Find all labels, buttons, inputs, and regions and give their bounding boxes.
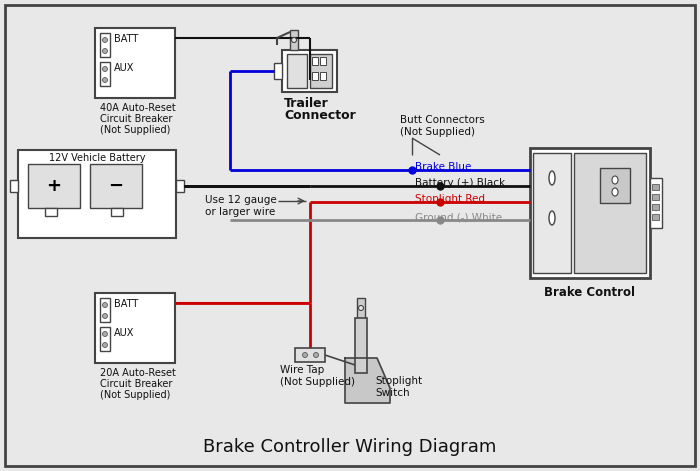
Bar — [18, 150, 176, 238]
Text: Stoplight Red: Stoplight Red — [415, 194, 485, 204]
Text: +: + — [46, 177, 62, 195]
Bar — [176, 180, 184, 192]
Bar — [95, 28, 175, 98]
Bar — [95, 293, 175, 363]
Ellipse shape — [291, 38, 297, 42]
Bar — [100, 33, 110, 57]
Bar — [600, 168, 630, 203]
Ellipse shape — [102, 66, 108, 72]
Bar — [100, 62, 110, 86]
Bar — [357, 298, 365, 320]
Text: or larger wire: or larger wire — [205, 207, 275, 217]
Text: Butt Connectors: Butt Connectors — [400, 115, 484, 125]
Text: Wire Tap: Wire Tap — [280, 365, 324, 375]
Bar — [652, 214, 659, 220]
Bar — [100, 298, 110, 322]
Ellipse shape — [102, 78, 108, 82]
Text: Brake Blue: Brake Blue — [415, 162, 471, 172]
Bar — [45, 208, 57, 216]
Bar — [650, 178, 662, 228]
Bar — [574, 153, 646, 273]
Bar — [295, 348, 325, 362]
Bar — [28, 164, 80, 208]
Bar — [310, 54, 332, 88]
Bar — [287, 54, 307, 88]
Ellipse shape — [102, 302, 108, 308]
Text: (Not Supplied): (Not Supplied) — [280, 377, 355, 387]
Text: Battery (+) Black: Battery (+) Black — [415, 178, 505, 188]
Text: (Not Supplied): (Not Supplied) — [100, 125, 170, 135]
Ellipse shape — [612, 188, 618, 196]
Ellipse shape — [102, 342, 108, 348]
Bar — [282, 50, 337, 92]
Text: BATT: BATT — [114, 299, 139, 309]
Text: 20A Auto-Reset: 20A Auto-Reset — [100, 368, 176, 378]
Bar — [530, 148, 650, 278]
Text: Stoplight: Stoplight — [375, 376, 422, 386]
Text: AUX: AUX — [114, 63, 134, 73]
Bar — [355, 318, 367, 373]
Text: (Not Supplied): (Not Supplied) — [400, 127, 475, 137]
Bar — [290, 30, 298, 50]
Bar — [533, 153, 571, 273]
Bar — [100, 327, 110, 351]
Text: −: − — [108, 177, 124, 195]
Text: Use 12 gauge: Use 12 gauge — [205, 195, 276, 205]
Ellipse shape — [612, 176, 618, 184]
Text: 40A Auto-Reset: 40A Auto-Reset — [100, 103, 176, 113]
Text: Switch: Switch — [375, 388, 410, 398]
Bar — [312, 57, 318, 65]
Ellipse shape — [302, 352, 307, 357]
Ellipse shape — [102, 49, 108, 54]
Text: Connector: Connector — [284, 109, 356, 122]
Ellipse shape — [102, 332, 108, 336]
Bar — [111, 208, 123, 216]
Text: Circuit Breaker: Circuit Breaker — [100, 114, 172, 124]
Bar — [320, 72, 326, 80]
Text: Circuit Breaker: Circuit Breaker — [100, 379, 172, 389]
Ellipse shape — [314, 352, 318, 357]
Text: (Not Supplied): (Not Supplied) — [100, 390, 170, 400]
Ellipse shape — [549, 171, 555, 185]
Text: AUX: AUX — [114, 328, 134, 338]
Bar — [90, 164, 142, 208]
Text: BATT: BATT — [114, 34, 139, 44]
Ellipse shape — [358, 306, 363, 310]
Bar — [312, 72, 318, 80]
Text: Ground (-) White: Ground (-) White — [415, 212, 502, 222]
Text: Trailer: Trailer — [284, 97, 329, 110]
Ellipse shape — [549, 211, 555, 225]
Bar — [652, 184, 659, 190]
Ellipse shape — [102, 314, 108, 318]
Text: Brake Control: Brake Control — [545, 286, 636, 299]
Bar — [652, 204, 659, 210]
Bar — [274, 63, 282, 79]
Bar — [10, 180, 18, 192]
Ellipse shape — [102, 38, 108, 42]
Text: Brake Controller Wiring Diagram: Brake Controller Wiring Diagram — [203, 438, 497, 456]
Bar — [652, 194, 659, 200]
Bar — [320, 57, 326, 65]
Text: 12V Vehicle Battery: 12V Vehicle Battery — [49, 153, 146, 163]
Polygon shape — [345, 358, 390, 403]
